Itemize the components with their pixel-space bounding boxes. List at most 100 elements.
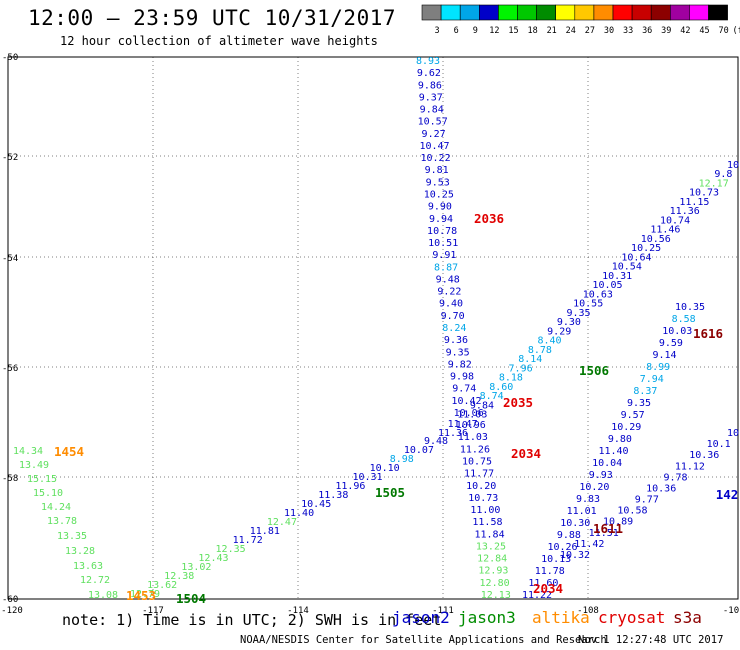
wave-height-value: 9.78 [663,472,687,483]
scale-label: 24 [566,26,576,36]
wave-height-value: 10.45 [301,499,331,510]
scale-label: 27 [585,26,595,36]
scale-label: (ft) [732,26,740,36]
track-time-label: 1505 [375,485,405,500]
track-time-label: 1454 [54,444,84,459]
wave-height-value: 11.15 [679,197,709,208]
wave-height-value: 9.80 [608,434,632,445]
wave-height-value: 10.25 [424,190,454,201]
wave-height-value: 12.43 [198,553,228,564]
track-time-label: 1611 [593,521,623,536]
wave-height-value: 7.96 [509,363,533,374]
wave-height-value: 10.35 [675,302,705,313]
scale-label: 12 [489,26,499,36]
legend-s3a: s3a [673,608,702,627]
wave-height-value: 9.8 [714,169,732,180]
wave-height-value: 10.1 [707,439,731,450]
scale-label: 45 [699,26,709,36]
wave-height-value: 8.87 [434,262,458,273]
wave-height-value: 10.20 [466,481,496,492]
wave-height-value: 11.36 [438,428,468,439]
wave-height-value: 9.22 [437,287,461,298]
wave-height-value: 11.22 [522,590,552,601]
lat-label: -56 [2,364,18,374]
wave-height-value: 9.57 [621,410,645,421]
wave-height-value: 10.26 [547,542,577,553]
wave-height-value: 11.96 [335,481,365,492]
wave-height-value: 10 [727,428,739,439]
wave-height-value: 13.25 [476,541,506,552]
wave-height-value: 10.25 [631,243,661,254]
track-time-label: 2034 [511,446,541,461]
wave-height-value: 10.64 [621,252,651,263]
wave-height-value: 14.34 [13,446,43,457]
track-time-label: 2034 [533,581,563,596]
wave-height-value: 9.91 [432,250,456,261]
wave-height-value: 8.93 [416,56,440,67]
wave-height-value: 13.35 [57,531,87,542]
wave-height-value: 13.02 [181,562,211,573]
wave-height-value: 8.40 [538,336,562,347]
wave-height-value: 8.74 [480,391,504,402]
wave-height-value: 11.36 [670,206,700,217]
lat-label: -54 [2,254,18,264]
wave-height-value: 11.40 [284,508,314,519]
lon-label: -114 [287,606,309,616]
wave-height-value: 9.37 [419,92,443,103]
wave-height-value: 10.47 [419,141,449,152]
wave-height-value: 12.93 [478,566,508,577]
wave-height-value: 15.15 [27,474,57,485]
wave-height-value: 9.88 [557,530,581,541]
wave-height-value: 10.63 [583,289,613,300]
scale-label: 33 [623,26,633,36]
credit-line: NOAA/NESDIS Center for Satellite Applica… [240,634,607,646]
wave-height-value: 10.74 [660,215,690,226]
wave-height-value: 9.84 [420,105,444,116]
wave-height-value: 9.77 [635,495,659,506]
lon-label: -111 [432,606,454,616]
wave-height-value: 10.31 [602,271,632,282]
scale-label: 15 [508,26,518,36]
wave-height-value: 10.57 [418,117,448,128]
wave-height-value: 9.29 [547,326,571,337]
wave-height-value: 9.94 [429,214,453,225]
wave-height-value: 10.55 [573,299,603,310]
wave-height-value: 10.13 [541,554,571,565]
lon-label: -117 [142,606,164,616]
scale-label: 9 [473,26,478,36]
wave-height-value: 8.60 [489,382,513,393]
wave-height-value: 12.47 [267,517,297,528]
wave-height-value: 10.58 [617,506,647,517]
wave-height-value: 9.86 [418,80,442,91]
wave-height-value: 9.14 [652,350,676,361]
wave-height-value: 11.51 [589,528,619,539]
wave-height-value: 15.10 [33,488,63,499]
satellite-tracks: 8.939.629.869.379.8410.579.2710.4710.229… [13,56,739,601]
wave-height-value: 10.22 [420,153,450,164]
wave-height-value: 9.84 [470,400,494,411]
wave-height-value: 11.42 [574,539,604,550]
wave-height-value: 11.60 [528,578,558,589]
wave-height-value: 11.00 [470,505,500,516]
lat-label: -52 [2,153,18,163]
wave-height-value: 8.99 [646,362,670,373]
page-title: 12:00 – 23:59 UTC 10/31/2017 [28,6,397,30]
wave-height-value: 9.35 [627,398,651,409]
wave-height-value: 12.17 [699,178,729,189]
scale-label: 42 [680,26,690,36]
lon-label: -10 [723,606,739,616]
wave-height-value: 13.78 [47,516,77,527]
track-time-label: 1616 [693,326,723,341]
wave-height-value: 13.49 [19,460,49,471]
track-time-label: 142 [716,487,739,502]
wave-height-value: 9.74 [452,384,476,395]
track-time-label: 2036 [474,211,504,226]
wave-height-value: 10.75 [462,457,492,468]
wave-height-value: 10.42 [451,396,481,407]
wave-height-value: 11.40 [598,446,628,457]
wave-height-value: 9.30 [557,317,581,328]
wave-height-value: 12.13 [481,590,511,601]
wave-height-value: 11.03 [457,410,487,421]
legend-jason3: jason3 [458,608,516,627]
